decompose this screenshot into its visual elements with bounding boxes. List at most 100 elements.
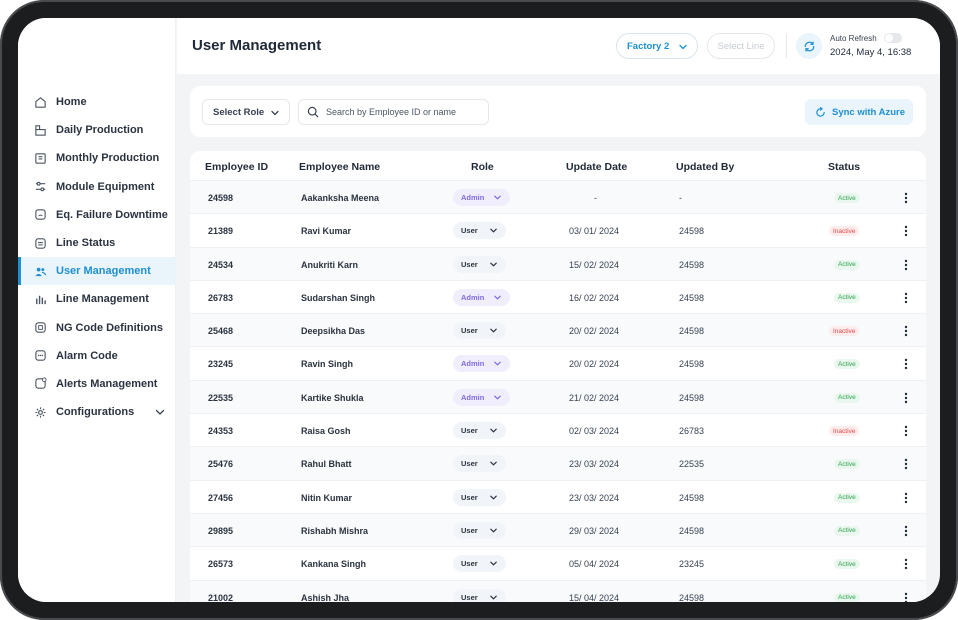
- sidebar-item-eq-failure-downtime[interactable]: Eq. Failure Downtime: [18, 201, 176, 229]
- chevron-down-icon: [490, 228, 497, 233]
- more-options-icon[interactable]: [902, 424, 910, 438]
- more-options-icon[interactable]: [902, 191, 910, 205]
- sync-azure-label: Sync with Azure: [832, 106, 906, 118]
- more-options-icon[interactable]: [902, 591, 910, 602]
- table-row: 25476 Rahul Bhatt User 23/ 03/ 2024 22535 Act…: [190, 447, 926, 481]
- table-header: Employee ID Employee Name Role Update Da…: [190, 151, 926, 181]
- column-header-employee-id[interactable]: Employee ID: [205, 161, 269, 173]
- more-options-icon[interactable]: [902, 391, 910, 405]
- more-options-icon[interactable]: [902, 258, 910, 272]
- employee-id: 23245: [208, 359, 234, 370]
- current-datetime: 2024, May 4, 16:38: [830, 47, 912, 58]
- factory-select[interactable]: Factory 2: [616, 33, 698, 59]
- role-dropdown[interactable]: User: [453, 322, 506, 340]
- refresh-button[interactable]: [796, 33, 822, 59]
- sidebar-item-label: Monthly Production: [56, 152, 160, 165]
- role-dropdown[interactable]: User: [453, 455, 506, 473]
- users-icon: [33, 264, 47, 278]
- sidebar-item-line-status[interactable]: Line Status: [18, 229, 176, 257]
- filter-bar: Select Role Sync with Azure: [190, 86, 926, 137]
- status-badge: Active: [834, 359, 860, 370]
- more-options-icon[interactable]: [902, 224, 910, 238]
- role-dropdown[interactable]: Admin: [453, 355, 510, 373]
- sidebar-item-alerts-management[interactable]: Alerts Management: [18, 370, 176, 398]
- role-select[interactable]: Select Role: [202, 99, 290, 125]
- home-icon: [33, 95, 47, 109]
- more-options-icon[interactable]: [902, 291, 910, 305]
- employee-id: 25476: [208, 459, 234, 470]
- sidebar-item-alarm-code[interactable]: Alarm Code: [18, 342, 176, 370]
- more-options-icon[interactable]: [902, 357, 910, 371]
- line-select[interactable]: Select Line: [707, 33, 775, 59]
- more-options-icon[interactable]: [902, 457, 910, 471]
- role-value: User: [461, 559, 478, 569]
- role-value: User: [461, 326, 478, 336]
- status-badge: Active: [834, 193, 860, 203]
- alarm-icon: [33, 349, 47, 363]
- role-dropdown[interactable]: User: [453, 488, 506, 506]
- sidebar-item-user-management[interactable]: User Management: [18, 257, 176, 286]
- chevron-down-icon: [490, 328, 497, 333]
- updated-by: 24598: [679, 292, 705, 303]
- monthly-production-icon: [33, 151, 47, 165]
- app-screen: Home Daily Production Monthly Production Mo…: [18, 18, 940, 602]
- more-options-icon[interactable]: [902, 324, 910, 338]
- role-dropdown[interactable]: User: [453, 555, 506, 573]
- sidebar-item-home[interactable]: Home: [18, 88, 176, 116]
- more-options-icon[interactable]: [902, 491, 910, 505]
- sidebar-item-label: Alarm Code: [56, 349, 118, 362]
- role-value: User: [461, 259, 478, 269]
- status-badge: Inactive: [829, 426, 860, 437]
- sidebar-item-label: Line Management: [56, 293, 149, 306]
- sidebar-item-line-management[interactable]: Line Management: [18, 285, 176, 313]
- role-dropdown[interactable]: User: [453, 521, 506, 539]
- role-value: User: [461, 525, 478, 535]
- sync-azure-button[interactable]: Sync with Azure: [805, 99, 913, 125]
- table-row: 27456 Nitin Kumar User 23/ 03/ 2024 24598 Act…: [190, 481, 926, 514]
- status-badge: Inactive: [829, 326, 860, 337]
- search-input[interactable]: [326, 107, 476, 117]
- update-date: 15/ 02/ 2024: [569, 259, 620, 270]
- employee-id: 27456: [208, 492, 234, 503]
- column-header-employee-name[interactable]: Employee Name: [299, 161, 381, 173]
- chevron-down-icon: [494, 362, 501, 367]
- role-dropdown[interactable]: User: [453, 422, 506, 440]
- column-header-role[interactable]: Role: [471, 161, 494, 173]
- table-row: 21389 Ravi Kumar User 03/ 01/ 2024 24598 Inac…: [190, 214, 926, 248]
- search-box[interactable]: [298, 99, 489, 125]
- equipment-icon: [33, 180, 47, 194]
- role-value: User: [461, 492, 478, 502]
- sidebar-item-configurations[interactable]: Configurations: [18, 398, 176, 426]
- employee-name: Raisa Gosh: [301, 426, 351, 437]
- updated-by: 24598: [679, 492, 705, 503]
- sidebar-item-ng-code-definitions[interactable]: NG Code Definitions: [18, 314, 176, 342]
- auto-refresh-toggle[interactable]: [884, 33, 902, 43]
- more-options-icon[interactable]: [902, 524, 910, 538]
- refresh-icon: [804, 40, 814, 52]
- role-dropdown[interactable]: Admin: [453, 189, 510, 206]
- sidebar-item-label: Configurations: [56, 406, 135, 419]
- chevron-down-icon: [271, 110, 279, 116]
- more-options-icon[interactable]: [902, 557, 910, 571]
- sidebar-item-module-equipment[interactable]: Module Equipment: [18, 173, 176, 201]
- sidebar-item-monthly-production[interactable]: Monthly Production: [18, 144, 176, 172]
- line-status-icon: [33, 236, 47, 250]
- employee-name: Aakanksha Meena: [301, 193, 380, 203]
- sidebar-item-daily-production[interactable]: Daily Production: [18, 116, 176, 144]
- factory-select-value: Factory 2: [627, 40, 670, 52]
- role-dropdown[interactable]: User: [453, 588, 506, 602]
- role-dropdown[interactable]: User: [453, 222, 506, 240]
- table-row: 21002 Ashish Jha User 15/ 04/ 2024 24598 Acti…: [190, 580, 926, 602]
- role-dropdown[interactable]: Admin: [453, 388, 510, 406]
- gear-icon: [33, 405, 47, 419]
- column-header-updated-by[interactable]: Updated By: [676, 161, 735, 173]
- role-dropdown[interactable]: User: [453, 255, 506, 273]
- update-date: 23/ 03/ 2024: [569, 492, 620, 503]
- update-date: 23/ 03/ 2024: [569, 459, 620, 470]
- column-header-update-date[interactable]: Update Date: [566, 161, 628, 173]
- employee-id: 26783: [208, 292, 234, 303]
- users-table: Employee ID Employee Name Role Update Da…: [190, 151, 926, 602]
- role-dropdown[interactable]: Admin: [453, 288, 510, 306]
- column-header-status[interactable]: Status: [828, 161, 861, 173]
- update-date: 02/ 03/ 2024: [569, 426, 620, 437]
